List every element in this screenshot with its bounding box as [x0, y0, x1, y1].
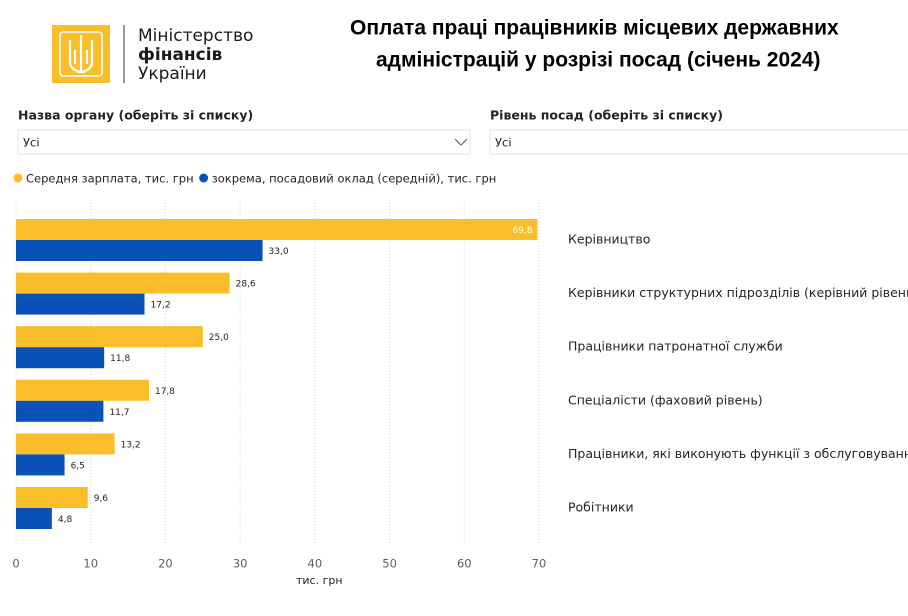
x-tick-label: 70 — [532, 557, 547, 571]
filter-label: Назва органу (оберіть зі списку) — [18, 108, 253, 123]
legend-dot — [199, 173, 209, 183]
x-tick-label: 40 — [308, 557, 323, 571]
data-label: 4,8 — [58, 515, 73, 525]
data-label: 17,2 — [151, 301, 171, 311]
bar — [16, 433, 115, 455]
bar — [16, 219, 538, 240]
bar — [16, 487, 88, 508]
x-tick-label: 50 — [382, 557, 397, 571]
category-label: Працівники патронатної служби — [568, 339, 783, 354]
x-axis-label: тис. грн — [296, 574, 343, 587]
dropdown-value: Усі — [23, 136, 40, 150]
x-tick-label: 0 — [12, 557, 19, 571]
filter-label: Рівень посад (оберіть зі списку) — [490, 108, 723, 123]
category-label: Керівники структурних підрозділів (керів… — [568, 285, 908, 300]
category-label: Працівники, які виконують функції з обсл… — [568, 446, 908, 461]
data-label: 28,6 — [236, 280, 256, 290]
logo-text: Міністерство — [138, 26, 253, 46]
category-label: Робітники — [568, 500, 634, 515]
data-label: 25,0 — [209, 333, 229, 343]
data-label: 69,8 — [512, 226, 532, 236]
category-label: Керівництво — [568, 232, 650, 247]
category-label: Спеціалісти (фаховий рівень) — [568, 392, 763, 407]
data-label: 33,0 — [269, 247, 289, 257]
logo-text: фінансів — [138, 45, 223, 65]
dropdown-value: Усі — [495, 136, 512, 150]
data-label: 17,8 — [155, 387, 175, 397]
legend-label: Середня зарплата, тис. грн — [26, 172, 194, 186]
bar — [16, 272, 230, 294]
logo-frame — [59, 31, 103, 77]
bar — [16, 454, 65, 476]
bar — [16, 347, 105, 369]
x-tick-label: 20 — [158, 557, 173, 571]
data-label: 13,2 — [121, 440, 141, 450]
bar — [16, 508, 52, 529]
bar — [16, 400, 104, 422]
title: адміністрацій у розрізі посад (січень 20… — [376, 49, 821, 72]
data-label: 11,8 — [110, 354, 130, 364]
legend-dot — [13, 173, 23, 183]
chevron — [454, 138, 468, 146]
logo-text: України — [138, 64, 207, 84]
dropdown[interactable] — [489, 129, 908, 155]
bar — [16, 379, 149, 401]
data-label: 6,5 — [71, 461, 85, 471]
title: Оплата праці працівників місцевих держав… — [350, 17, 839, 40]
x-tick-label: 30 — [233, 557, 248, 571]
data-label: 9,6 — [94, 494, 109, 504]
data-label: 11,7 — [109, 408, 129, 418]
dropdown[interactable] — [17, 129, 471, 155]
x-tick-label: 10 — [83, 557, 98, 571]
logo: Міністерство фінансів України — [52, 25, 253, 84]
bar — [16, 240, 263, 261]
trident — [68, 35, 94, 74]
bar — [16, 326, 203, 348]
legend-label: зокрема, посадовий оклад (середній), тис… — [212, 172, 497, 186]
x-tick-label: 60 — [457, 557, 472, 571]
bar — [16, 293, 145, 315]
